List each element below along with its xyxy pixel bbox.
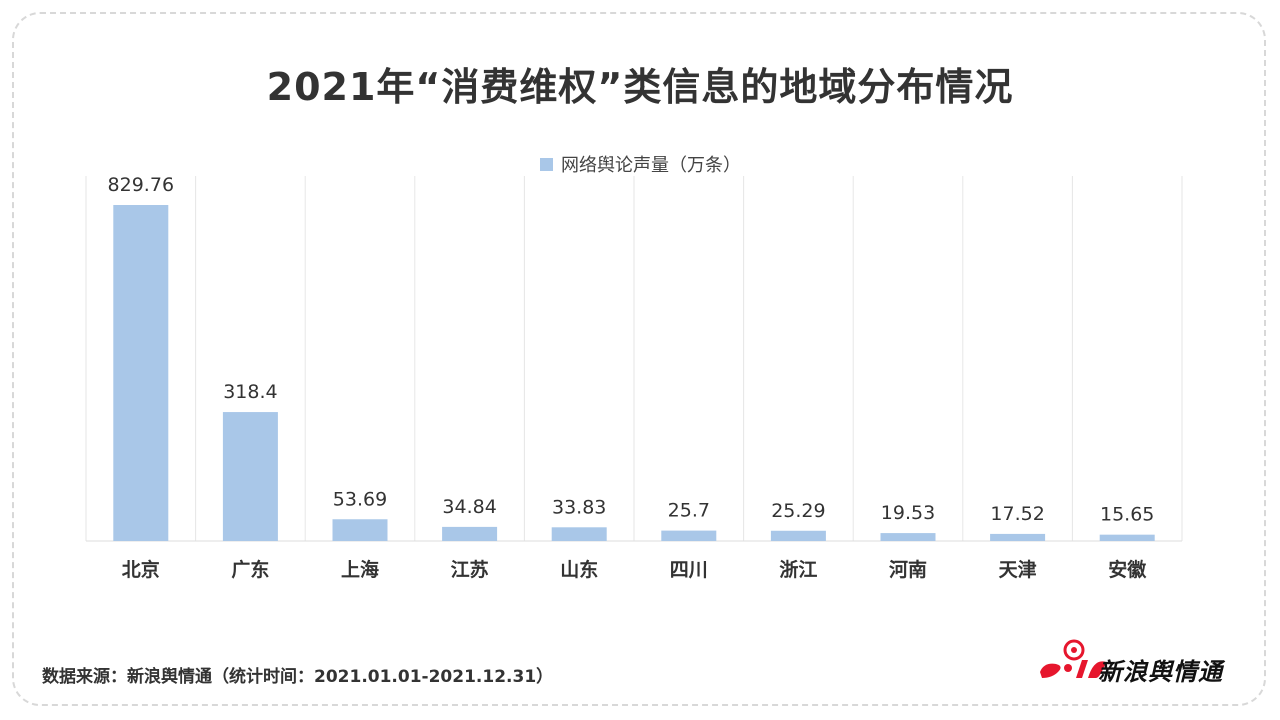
bar-6[interactable]	[661, 530, 717, 541]
data-label-5: 33.83	[552, 496, 606, 518]
bar-2[interactable]	[222, 412, 278, 541]
bar-8[interactable]	[880, 533, 936, 541]
bar-1[interactable]	[113, 205, 169, 541]
category-label-3: 上海	[341, 558, 379, 581]
data-source-note: 数据来源：新浪舆情通（统计时间：2021.01.01-2021.12.31）	[42, 667, 554, 687]
bar-3[interactable]	[332, 519, 388, 541]
data-label-1: 829.76	[108, 174, 174, 196]
bar-9[interactable]	[990, 533, 1046, 541]
category-label-6: 四川	[670, 559, 708, 581]
chart-title: 2021年“消费维权”类信息的地域分布情况	[266, 65, 1014, 109]
category-label-10: 安徽	[1108, 558, 1147, 581]
data-label-3: 53.69	[333, 488, 387, 510]
category-label-2: 广东	[231, 558, 269, 581]
bar-5[interactable]	[551, 527, 607, 541]
category-label-7: 浙江	[779, 558, 817, 581]
data-label-8: 19.53	[881, 502, 935, 524]
category-label-5: 山东	[560, 558, 598, 581]
data-label-2: 318.4	[223, 381, 277, 403]
bar-7[interactable]	[770, 530, 826, 541]
bar-10[interactable]	[1099, 534, 1155, 541]
category-label-9: 天津	[999, 558, 1037, 581]
logo-text: 新浪舆情通	[1098, 658, 1223, 686]
sina-logo-icon	[1040, 639, 1106, 678]
category-label-8: 河南	[889, 559, 927, 581]
data-label-7: 25.29	[771, 500, 825, 522]
legend-label: 网络舆论声量（万条）	[561, 155, 741, 176]
chart-card	[12, 12, 1266, 706]
category-label-1: 北京	[122, 558, 160, 581]
data-label-4: 34.84	[442, 496, 496, 518]
chart-legend: 网络舆论声量（万条）	[540, 152, 741, 176]
category-label-4: 江苏	[451, 558, 489, 581]
bar-4[interactable]	[442, 526, 498, 541]
data-label-6: 25.7	[668, 500, 710, 522]
legend-swatch	[540, 157, 553, 171]
data-label-9: 17.52	[990, 503, 1044, 525]
data-label-10: 15.65	[1100, 504, 1154, 526]
